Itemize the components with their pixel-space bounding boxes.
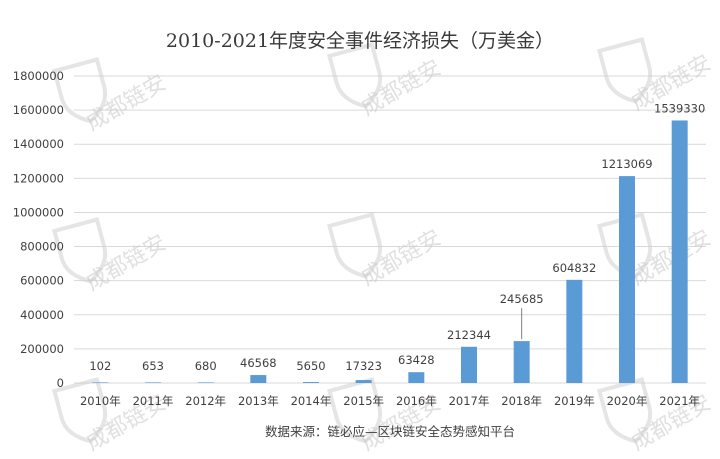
bar-2013年 bbox=[250, 375, 267, 383]
x-tick-label: 2012年 bbox=[185, 394, 226, 408]
bars bbox=[92, 120, 688, 384]
svg-text:成都链安: 成都链安 bbox=[82, 71, 171, 137]
y-tick-label: 0 bbox=[57, 376, 64, 390]
y-tick-label: 1200000 bbox=[13, 171, 64, 185]
bar-2020年 bbox=[619, 176, 635, 383]
data-label: 212344 bbox=[447, 328, 491, 342]
x-tick-label: 2010年 bbox=[80, 394, 121, 408]
y-tick-label: 800000 bbox=[20, 240, 64, 254]
bar-2011年 bbox=[145, 382, 161, 383]
bar-2021年 bbox=[671, 120, 688, 384]
x-tick-label: 2021年 bbox=[659, 394, 700, 408]
watermark-logo: 成都链安 bbox=[51, 57, 171, 137]
data-label: 102 bbox=[89, 359, 111, 373]
data-label: 604832 bbox=[552, 261, 596, 275]
bar-2018年 bbox=[513, 341, 530, 383]
x-tick-label: 2018年 bbox=[501, 394, 542, 408]
watermark-logo: 成都链安 bbox=[326, 377, 446, 456]
bar-2019年 bbox=[566, 279, 583, 383]
data-label: 245685 bbox=[500, 292, 544, 306]
watermark-logo: 成都链安 bbox=[596, 212, 716, 292]
x-tick-label: 2017年 bbox=[449, 394, 490, 408]
gridlines bbox=[74, 75, 706, 384]
y-tick-label: 1000000 bbox=[13, 205, 64, 219]
y-tick-label: 1600000 bbox=[13, 103, 64, 117]
data-label: 63428 bbox=[398, 353, 435, 367]
data-label: 5650 bbox=[296, 359, 325, 373]
bar-2010年 bbox=[92, 382, 109, 383]
y-tick-label: 600000 bbox=[20, 274, 64, 288]
x-tick-label: 2019年 bbox=[554, 394, 595, 408]
x-axis-categories: 2010年 2011年 2012年 2013年 2014年 2015年 2016年 2017年… bbox=[80, 394, 700, 408]
svg-text:成都链安: 成都链安 bbox=[357, 226, 446, 292]
data-label: 653 bbox=[142, 359, 164, 373]
y-tick-label: 1400000 bbox=[13, 137, 64, 151]
x-tick-label: 2015年 bbox=[343, 394, 384, 408]
svg-text:成都链安: 成都链安 bbox=[82, 231, 171, 297]
y-tick-label: 1800000 bbox=[13, 69, 64, 83]
bar-2012年 bbox=[197, 382, 214, 383]
chart-title: 2010-2021年度安全事件经济损失（万美金） bbox=[166, 30, 554, 52]
watermark-logo: 成都链安 bbox=[326, 212, 446, 292]
y-axis-ticks: 0 200000 400000 600000 800000 1000000 1200000 1… bbox=[13, 69, 64, 390]
x-tick-label: 2011年 bbox=[133, 394, 174, 408]
x-tick-label: 2014年 bbox=[291, 394, 332, 408]
data-label: 1213069 bbox=[601, 157, 652, 171]
data-label: 680 bbox=[195, 359, 217, 373]
watermark-logo: 成都链安 bbox=[596, 377, 716, 456]
source-note: 数据来源：链必应—区块链安全态势感知平台 bbox=[265, 424, 515, 439]
watermark-logo: 成都链安 bbox=[51, 217, 171, 297]
x-tick-label: 2013年 bbox=[238, 394, 279, 408]
y-tick-label: 200000 bbox=[20, 342, 64, 356]
svg-text:成都链安: 成都链安 bbox=[357, 56, 446, 122]
data-label: 17323 bbox=[345, 359, 382, 373]
data-label: 46568 bbox=[240, 356, 277, 370]
bar-2016年 bbox=[408, 372, 425, 383]
x-tick-label: 2020年 bbox=[607, 394, 648, 408]
data-labels: 102 653 680 46568 5650 17323 63428 212344 245685… bbox=[89, 101, 705, 373]
bar-2017年 bbox=[461, 346, 477, 383]
bar-2014年 bbox=[303, 382, 319, 383]
bar-2015年 bbox=[355, 380, 372, 383]
svg-text:成都链安: 成都链安 bbox=[627, 226, 716, 292]
x-tick-label: 2016年 bbox=[396, 394, 437, 408]
data-label: 1539330 bbox=[654, 101, 705, 115]
watermark-logo: 成都链安 bbox=[51, 377, 171, 456]
y-tick-label: 400000 bbox=[20, 308, 64, 322]
